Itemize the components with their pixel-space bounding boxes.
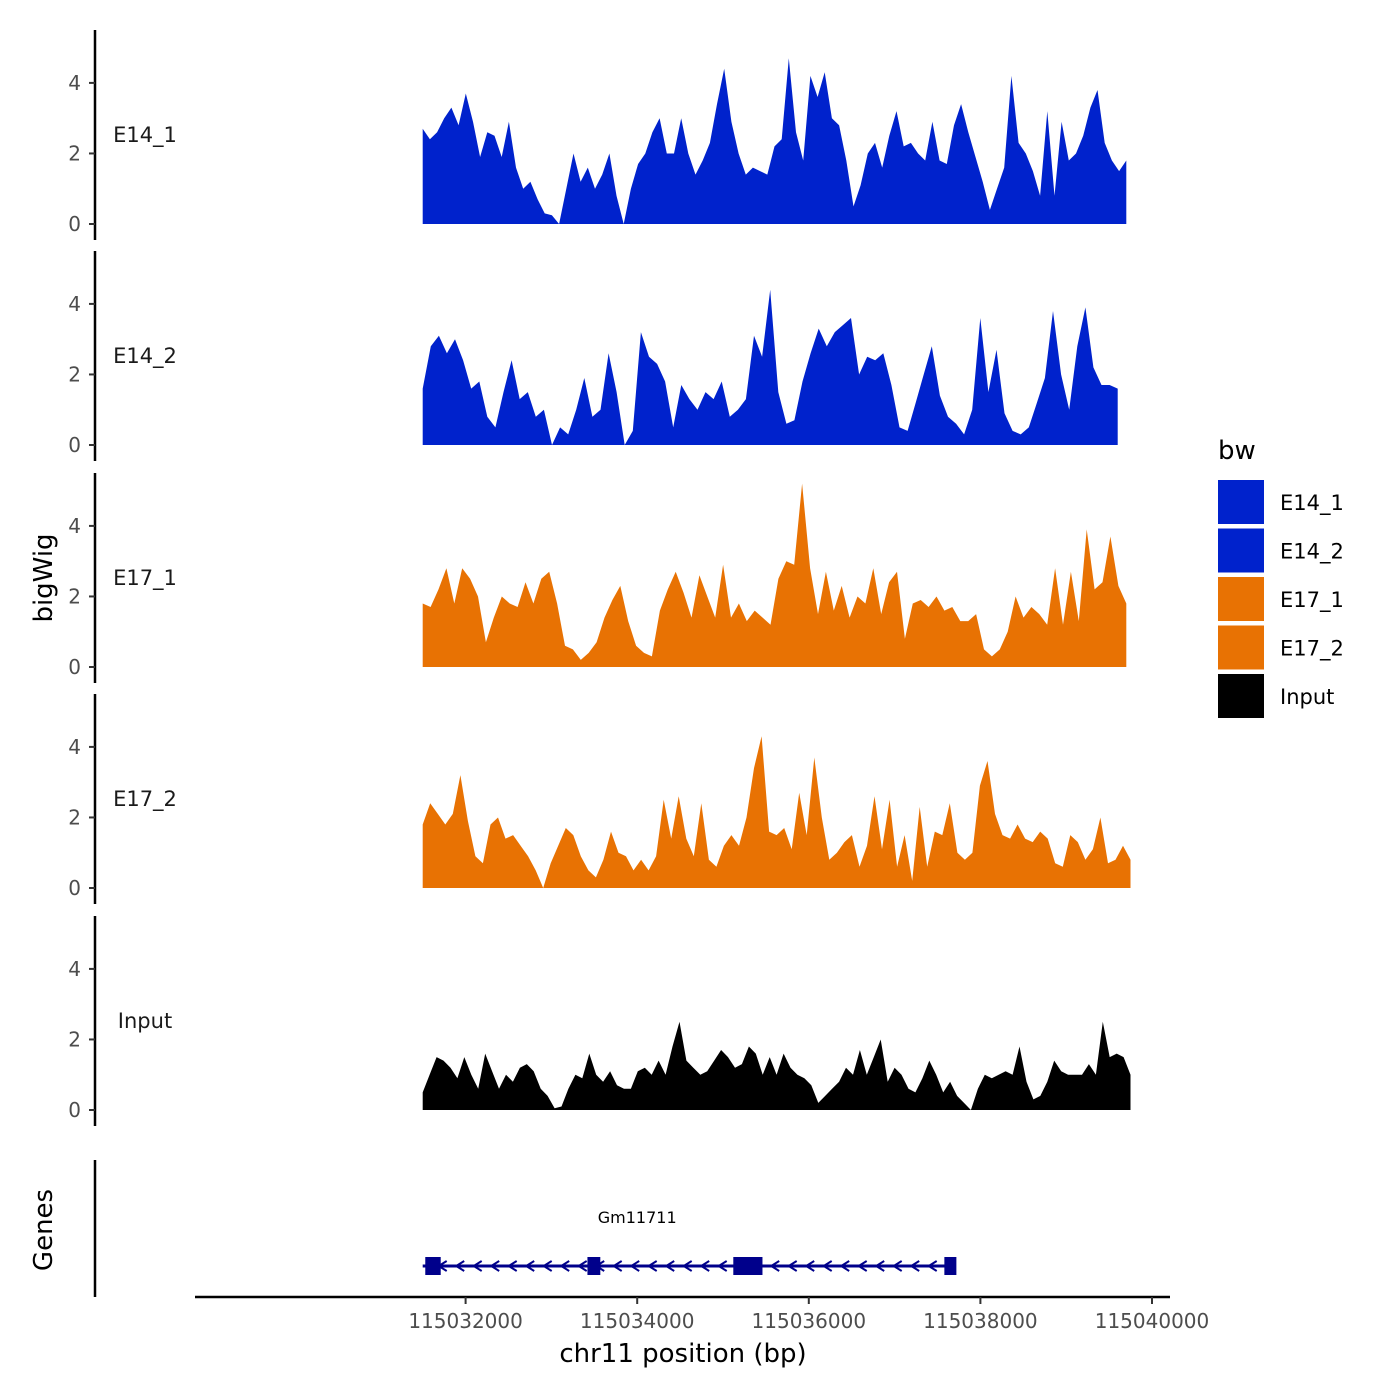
strand-arrow	[646, 1260, 658, 1272]
x-tick-label: 115040000	[1095, 1309, 1210, 1333]
track-E17_2: 0 2 4 E17_2	[68, 694, 1131, 904]
y-tick-label: 0	[68, 212, 81, 236]
strand-arrow	[559, 1260, 570, 1272]
y-tick-label: 2	[68, 1027, 81, 1051]
strand-arrow	[804, 1260, 815, 1272]
strand-arrow	[839, 1260, 850, 1272]
gene-Gm11711: Gm11711	[422, 1208, 957, 1275]
legend-label: E14_2	[1280, 540, 1344, 565]
y-tick-label: 2	[68, 805, 81, 829]
strand-arrow	[786, 1260, 798, 1272]
y-tick-label: 0	[68, 433, 81, 457]
strand-arrow	[524, 1260, 535, 1272]
y-tick-label: 4	[68, 735, 81, 759]
strand-arrow	[576, 1260, 588, 1272]
track-label: E14_1	[113, 123, 177, 148]
y-tick-label: 4	[68, 514, 81, 538]
strand-arrow	[681, 1260, 693, 1272]
y-tick-label: 4	[68, 957, 81, 981]
x-tick-label: 115036000	[752, 1309, 867, 1333]
area-E17_1	[422, 483, 1127, 667]
y-tick-label: 0	[68, 655, 81, 679]
strand-arrow	[471, 1260, 483, 1272]
y-tick-label: 2	[68, 141, 81, 165]
y-tick-label: 4	[68, 71, 81, 95]
track-label: E14_2	[113, 344, 177, 369]
legend-label: E14_1	[1280, 491, 1344, 516]
strand-arrow	[909, 1260, 920, 1272]
legend-swatch	[1218, 577, 1264, 621]
strand-arrow	[716, 1260, 728, 1272]
track-label: E17_1	[113, 566, 177, 591]
legend-swatch	[1218, 625, 1264, 670]
strand-arrow	[664, 1260, 675, 1272]
legend-item: E14_2	[1218, 528, 1344, 573]
x-axis: 115032000 115034000 115036000 115038000 1150…	[195, 1295, 1210, 1333]
legend: bw E14_1 E14_2 E17_1 E17_2 Input	[1218, 436, 1344, 718]
legend-item: Input	[1218, 674, 1334, 718]
genes-axis-title: Genes	[29, 1189, 59, 1271]
track-label: E17_2	[113, 787, 177, 812]
genes-layer: Gm11711	[93, 1160, 957, 1297]
exon-block	[944, 1257, 957, 1275]
area-E14_1	[422, 58, 1127, 225]
gene-label: Gm11711	[598, 1208, 677, 1227]
x-tick-label: 115038000	[923, 1309, 1038, 1333]
strand-arrow	[506, 1260, 518, 1272]
legend-item: E14_1	[1218, 480, 1344, 524]
strand-arrow	[856, 1260, 868, 1272]
strand-arrow	[891, 1260, 903, 1272]
track-E14_1: 0 2 4 E14_1	[68, 30, 1127, 240]
strand-arrow	[821, 1260, 833, 1272]
track-E17_1: 0 2 4 E17_1	[68, 473, 1127, 683]
legend-swatch	[1218, 674, 1264, 718]
x-tick-label: 115034000	[580, 1309, 695, 1333]
x-axis-title: chr11 position (bp)	[559, 1339, 806, 1369]
legend-label: E17_1	[1280, 588, 1344, 613]
strand-arrow	[926, 1260, 938, 1272]
legend-swatch	[1218, 480, 1264, 524]
area-E14_2	[422, 289, 1118, 445]
track-Input: 0 2 4 Input	[68, 916, 1131, 1126]
strand-arrow	[611, 1260, 623, 1272]
strand-arrow	[769, 1260, 780, 1272]
legend-label: E17_2	[1280, 637, 1344, 662]
tracks-layer: 0 2 4 E14_1 0 2 4 E14_2 0 2 4 E17_1 0 2 4 E17_2 0 2 4 Input	[68, 30, 1131, 1126]
y-tick-label: 2	[68, 584, 81, 608]
strand-arrow	[454, 1260, 465, 1272]
area-Input	[422, 1021, 1131, 1110]
area-E17_2	[422, 736, 1131, 888]
legend-item: E17_1	[1218, 577, 1344, 621]
strand-arrow	[629, 1260, 640, 1272]
track-label: Input	[118, 1009, 172, 1033]
y-tick-label: 0	[68, 1098, 81, 1122]
exon-block	[733, 1257, 763, 1275]
y-tick-label: 0	[68, 876, 81, 900]
track-E14_2: 0 2 4 E14_2	[68, 251, 1118, 461]
strand-arrow	[489, 1260, 500, 1272]
legend-swatch	[1218, 528, 1264, 573]
strand-arrow	[874, 1260, 885, 1272]
exon-block	[587, 1257, 601, 1275]
strand-arrow	[541, 1260, 553, 1272]
y-axis-title: bigWig	[29, 533, 59, 622]
legend-label: Input	[1280, 685, 1334, 709]
y-tick-label: 2	[68, 362, 81, 386]
exon-block	[425, 1257, 441, 1275]
strand-arrow	[699, 1260, 710, 1272]
x-tick-label: 115032000	[408, 1309, 523, 1333]
legend-title: bw	[1218, 436, 1256, 466]
y-tick-label: 4	[68, 292, 81, 316]
legend-item: E17_2	[1218, 625, 1344, 670]
